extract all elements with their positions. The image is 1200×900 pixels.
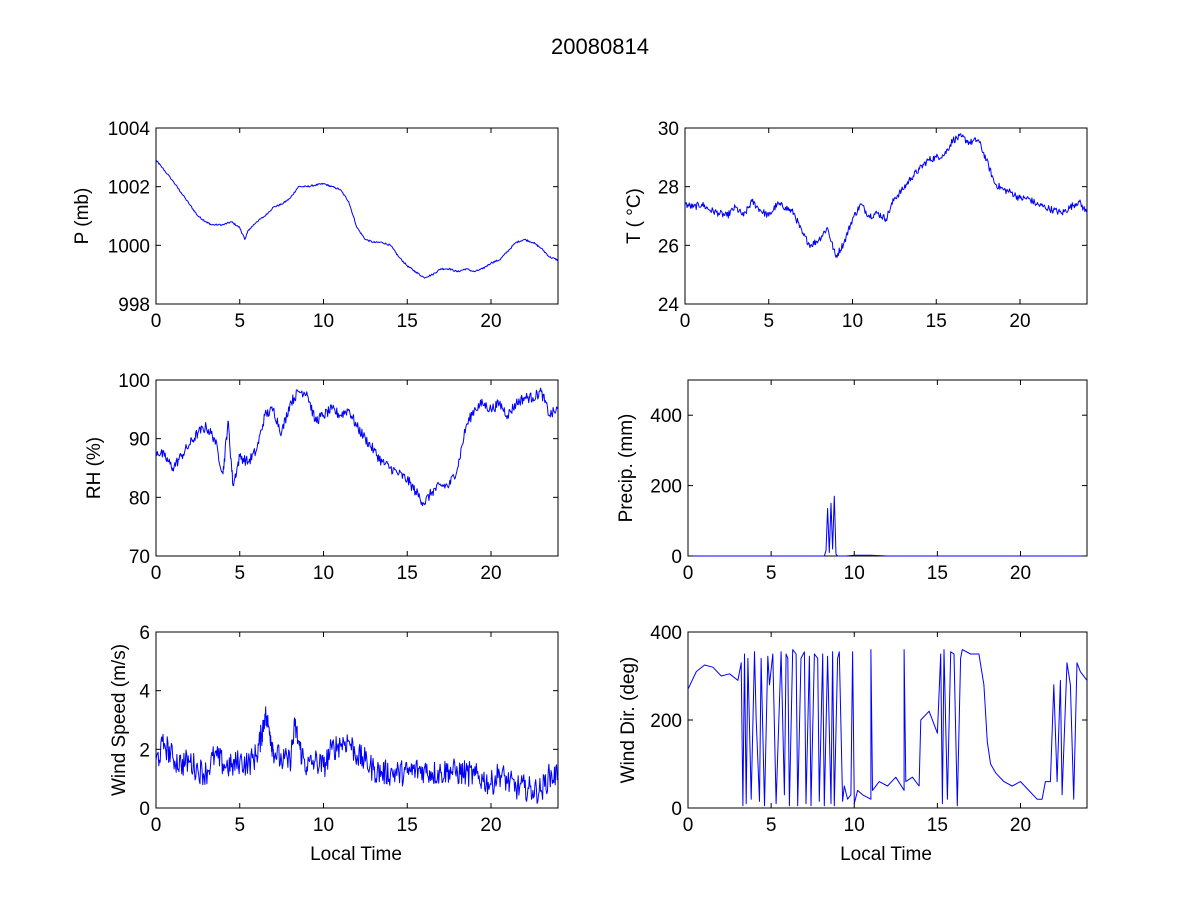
series-line-precipitation — [688, 495, 1087, 557]
panel-precipitation: 0 5 10 15 20 0 200 400 Precip. (mm) — [616, 379, 1088, 584]
x-tick-label: 15 — [926, 311, 947, 332]
x-tick-labels: 0 5 10 15 20 — [683, 815, 1031, 836]
y-tick-label: 30 — [658, 119, 679, 140]
y-tick-label: 0 — [671, 799, 682, 820]
y-tick-labels: 0 2 4 6 — [139, 623, 150, 820]
panel-humidity: 0 5 10 15 20 70 80 90 100 RH (%) — [84, 371, 559, 584]
y-tick-label: 998 — [118, 295, 150, 316]
y-tick-label: 80 — [129, 488, 150, 509]
y-tick-label: 400 — [650, 406, 682, 427]
y-tick-label: 0 — [671, 547, 682, 568]
x-tick-labels: 0 5 10 15 20 — [680, 311, 1031, 332]
y-axis-label: Wind Dir. (deg) — [618, 657, 639, 784]
y-tick-label: 1002 — [108, 178, 150, 199]
panel-temperature: 0 5 10 15 20 24 26 28 30 T ( °C) — [624, 119, 1088, 332]
x-tick-label: 0 — [683, 815, 694, 836]
x-tick-label: 20 — [480, 815, 501, 836]
series-line-pressure — [155, 159, 559, 279]
x-tick-label: 0 — [151, 311, 162, 332]
x-tick-label: 0 — [680, 311, 691, 332]
figure-title: 20080814 — [551, 34, 649, 59]
x-axis-label: Local Time — [310, 844, 402, 865]
axes-box — [687, 379, 1088, 557]
x-tick-label: 5 — [234, 311, 245, 332]
x-tick-label: 15 — [927, 563, 948, 584]
tick-marks — [155, 127, 558, 305]
y-tick-label: 26 — [658, 236, 679, 257]
x-tick-label: 10 — [313, 563, 334, 584]
y-axis-label: P (mb) — [72, 188, 93, 245]
x-tick-labels: 0 5 10 15 20 — [151, 815, 502, 836]
x-tick-label: 0 — [151, 815, 162, 836]
y-tick-label: 90 — [129, 430, 150, 451]
y-tick-label: 0 — [139, 799, 150, 820]
y-tick-labels: 0 200 400 — [650, 623, 682, 820]
y-axis-label: T ( °C) — [624, 188, 645, 244]
y-tick-label: 2 — [139, 740, 150, 761]
axes-box — [155, 631, 559, 809]
x-tick-labels: 0 5 10 15 20 — [683, 563, 1031, 584]
y-tick-labels: 998 1000 1002 1004 — [108, 119, 151, 316]
x-tick-label: 15 — [927, 815, 948, 836]
y-tick-label: 1004 — [108, 119, 151, 140]
x-tick-label: 10 — [313, 815, 334, 836]
x-tick-label: 20 — [1010, 815, 1031, 836]
x-tick-label: 0 — [683, 563, 694, 584]
y-tick-label: 100 — [118, 371, 150, 392]
y-tick-label: 6 — [139, 623, 150, 644]
x-tick-label: 10 — [844, 815, 865, 836]
x-tick-label: 15 — [397, 815, 418, 836]
axes-box — [155, 379, 559, 557]
axes-box — [155, 127, 559, 305]
tick-marks — [155, 631, 558, 809]
y-axis-label: Precip. (mm) — [616, 414, 637, 523]
x-tick-labels: 0 5 10 15 20 — [151, 311, 502, 332]
x-tick-label: 5 — [234, 815, 245, 836]
x-tick-label: 20 — [1010, 563, 1031, 584]
x-tick-label: 15 — [397, 563, 418, 584]
x-tick-label: 10 — [844, 563, 865, 584]
y-tick-labels: 0 200 400 — [650, 406, 682, 568]
y-axis-label: Wind Speed (m/s) — [109, 644, 130, 796]
y-tick-label: 1000 — [108, 236, 150, 257]
x-tick-label: 15 — [397, 311, 418, 332]
axes-box — [684, 127, 1088, 305]
x-tick-label: 5 — [766, 815, 777, 836]
y-tick-label: 400 — [650, 623, 682, 644]
panel-wind-direction: 0 5 10 15 20 0 200 400 Wind Dir. (deg) Local T… — [618, 623, 1088, 865]
y-tick-label: 200 — [650, 477, 682, 498]
x-tick-label: 5 — [234, 563, 245, 584]
x-tick-label: 10 — [313, 311, 334, 332]
panel-wind-speed: 0 5 10 15 20 0 2 4 6 Wind Speed (m/s) Local Tim… — [109, 623, 559, 865]
x-tick-label: 20 — [480, 311, 501, 332]
panel-pressure: 0 5 10 15 20 998 1000 1002 1004 P (mb) — [72, 119, 559, 332]
series-line-wind-speed — [155, 706, 559, 804]
x-axis-label: Local Time — [840, 844, 932, 865]
y-axis-label: RH (%) — [84, 437, 105, 499]
series-line-temperature — [684, 133, 1088, 258]
y-tick-label: 28 — [658, 178, 679, 199]
series-line-humidity — [155, 387, 559, 507]
x-tick-label: 20 — [480, 563, 501, 584]
series-line-wind-direction — [687, 649, 1088, 807]
x-tick-label: 20 — [1009, 311, 1030, 332]
y-tick-label: 4 — [139, 682, 150, 703]
tick-marks — [684, 127, 1087, 305]
tick-marks — [687, 631, 1087, 809]
x-tick-label: 5 — [766, 563, 777, 584]
y-tick-label: 70 — [129, 547, 150, 568]
x-tick-label: 5 — [763, 311, 774, 332]
y-tick-labels: 70 80 90 100 — [118, 371, 150, 568]
tick-marks — [155, 379, 558, 557]
x-tick-label: 0 — [151, 563, 162, 584]
y-tick-labels: 24 26 28 30 — [658, 119, 680, 316]
x-tick-label: 10 — [842, 311, 863, 332]
y-tick-label: 24 — [658, 295, 680, 316]
tick-marks — [687, 380, 1087, 557]
x-tick-labels: 0 5 10 15 20 — [151, 563, 502, 584]
y-tick-label: 200 — [650, 711, 682, 732]
